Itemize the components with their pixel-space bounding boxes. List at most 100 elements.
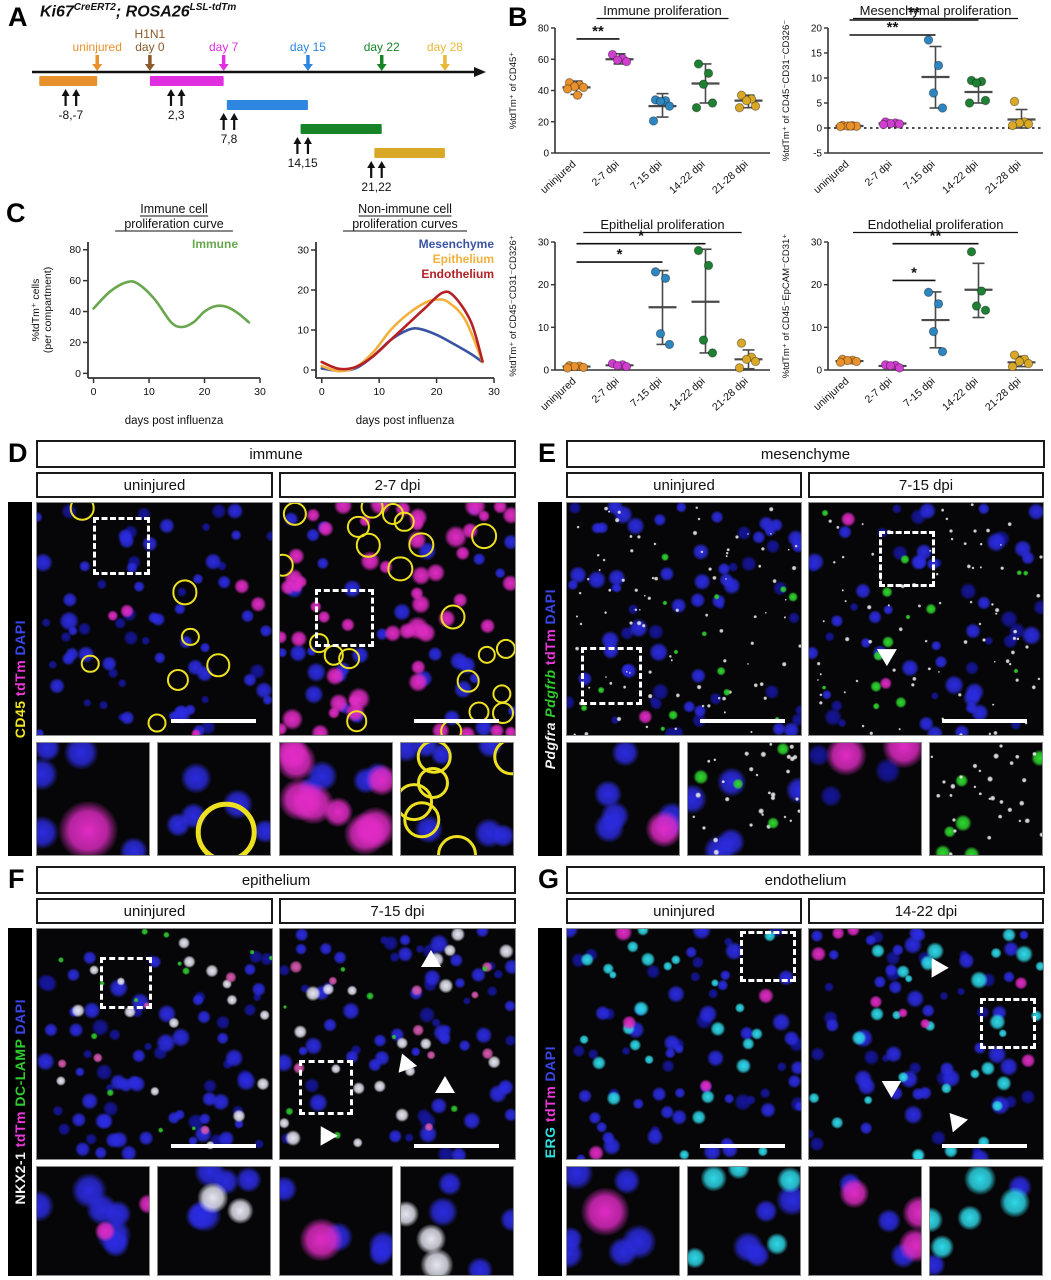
stain-label-bar: CD45 tdTm DAPI	[8, 502, 32, 856]
svg-text:-8,-7: -8,-7	[59, 108, 84, 122]
svg-text:%tdTm⁺ of CD45⁻CD31⁻CD326⁻: %tdTm⁺ of CD45⁻CD31⁻CD326⁻	[781, 20, 792, 162]
genotype-text: CreERT2	[73, 2, 116, 13]
svg-text:21-28 dpi: 21-28 dpi	[983, 375, 1024, 413]
genotype-text: ; ROSA26	[115, 3, 190, 21]
condition-header: uninjured	[36, 472, 273, 498]
svg-text:Endothelium: Endothelium	[421, 267, 494, 281]
inset-micrograph	[687, 742, 801, 856]
region-of-interest-box	[315, 588, 374, 647]
svg-text:0: 0	[816, 124, 822, 135]
svg-text:14-22 dpi: 14-22 dpi	[667, 158, 708, 196]
svg-text:10: 10	[538, 323, 550, 334]
svg-text:80: 80	[69, 244, 81, 256]
stain-label-dapi: DAPI	[542, 588, 558, 625]
panel-d-letter: D	[8, 438, 28, 468]
category-header-mesenchyme: mesenchyme	[566, 440, 1045, 468]
stain-label-dc-lamp: DC-LAMP	[12, 1034, 28, 1107]
micrograph-endothelium-injured	[808, 928, 1044, 1160]
svg-text:day 7: day 7	[209, 40, 239, 54]
svg-text:0: 0	[91, 386, 97, 398]
svg-text:uninjured: uninjured	[73, 40, 122, 54]
svg-text:20: 20	[538, 280, 550, 291]
inset-micrograph	[808, 742, 922, 856]
svg-text:uninjured: uninjured	[811, 375, 851, 413]
inset-micrograph	[279, 1166, 393, 1276]
svg-text:**: **	[887, 19, 899, 36]
condition-header: 7-15 dpi	[808, 472, 1044, 498]
svg-text:Immune cell: Immune cell	[140, 202, 207, 216]
svg-text:days post influenza: days post influenza	[356, 415, 455, 427]
svg-text:7-15 dpi: 7-15 dpi	[901, 158, 937, 192]
svg-text:*: *	[638, 228, 644, 245]
condition-header: uninjured	[566, 472, 802, 498]
svg-text:uninjured: uninjured	[811, 158, 851, 196]
experiment-timeline: uninjured H1N1 day 0 day 7 day 15 day 22 day 2…	[8, 26, 500, 196]
svg-text:15: 15	[811, 49, 823, 60]
svg-text:10: 10	[297, 325, 309, 337]
category-header-endothelium: endothelium	[566, 866, 1045, 894]
svg-text:2-7 dpi: 2-7 dpi	[590, 375, 622, 405]
scale-bar	[413, 1143, 499, 1148]
panel-f-letter: F	[8, 864, 25, 894]
endothelial-proliferation-chart: Endothelial proliferation 0 10 20 30 %tdTm⁺ o…	[778, 216, 1051, 432]
condition-header: 2-7 dpi	[279, 472, 516, 498]
inset-micrograph	[687, 1166, 801, 1276]
stain-labels: ERG tdTm DAPI	[542, 1046, 558, 1158]
inset-micrograph	[400, 742, 514, 856]
svg-text:**: **	[592, 23, 604, 40]
micrograph-immune-uninjured	[36, 502, 273, 736]
svg-text:proliferation curves: proliferation curves	[352, 217, 458, 231]
region-of-interest-box	[100, 956, 153, 1010]
svg-text:40: 40	[69, 306, 81, 318]
svg-text:Epithelium: Epithelium	[433, 252, 494, 266]
svg-text:20: 20	[538, 117, 550, 128]
condition-header: 7-15 dpi	[279, 898, 516, 924]
svg-text:day 0: day 0	[135, 40, 165, 54]
svg-text:2,3: 2,3	[168, 108, 185, 122]
scale-bar	[942, 719, 1027, 724]
immune-curve-chart: Immune cell proliferation curve 0 20 40 60 80 0…	[28, 200, 270, 430]
svg-text:%tdTm⁺ cells: %tdTm⁺ cells	[30, 279, 42, 342]
svg-text:Mesenchyme: Mesenchyme	[419, 237, 495, 251]
stain-label-bar: ERG tdTm DAPI	[538, 928, 562, 1276]
svg-text:-5: -5	[813, 149, 822, 160]
svg-text:Endothelial proliferation: Endothelial proliferation	[868, 217, 1004, 232]
genotype-text: Ki67	[40, 3, 74, 21]
svg-text:0: 0	[816, 366, 822, 377]
arrowhead-marker	[942, 1106, 968, 1132]
panel-e-letter: E	[538, 438, 557, 468]
stain-label-cd45: CD45	[12, 695, 28, 739]
svg-text:60: 60	[538, 55, 550, 66]
stain-label-nkx2-1: NKX2-1	[12, 1147, 28, 1205]
svg-text:30: 30	[488, 386, 500, 398]
stain-label-pdgfra: Pdgfra	[542, 717, 558, 770]
svg-text:30: 30	[254, 386, 266, 398]
svg-text:%tdTm⁺ of CD45⁻CD31⁻CD326⁺: %tdTm⁺ of CD45⁻CD31⁻CD326⁺	[508, 235, 519, 377]
genotype-text: LSL-tdTm	[189, 2, 237, 13]
svg-text:80: 80	[538, 24, 550, 35]
svg-text:30: 30	[538, 238, 550, 249]
svg-text:day 22: day 22	[364, 40, 400, 54]
stain-label-dapi: DAPI	[542, 1045, 558, 1082]
svg-text:7,8: 7,8	[221, 132, 238, 146]
svg-text:**: **	[930, 228, 942, 245]
mesenchymal-proliferation-chart: Mesenchymal proliferation -5 0 5 10 15 20 %tdTm…	[778, 2, 1051, 215]
svg-text:%tdTm⁺ of CD45⁻EpCAM⁻CD31⁺: %tdTm⁺ of CD45⁻EpCAM⁻CD31⁺	[781, 234, 792, 379]
svg-text:Mesenchymal proliferation: Mesenchymal proliferation	[860, 3, 1012, 18]
micrograph-immune-injured	[279, 502, 516, 736]
svg-text:*: *	[617, 246, 623, 263]
svg-text:0: 0	[543, 366, 549, 377]
region-of-interest-box	[93, 516, 150, 575]
condition-header: uninjured	[566, 898, 802, 924]
stain-label-erg: ERG	[542, 1121, 558, 1159]
svg-text:10: 10	[811, 323, 823, 334]
stain-labels: NKX2-1 tdTm DC-LAMP DAPI	[12, 999, 28, 1204]
svg-text:14-22 dpi: 14-22 dpi	[667, 375, 708, 413]
stain-label-tdtm: tdTm	[542, 1081, 558, 1122]
svg-text:uninjured: uninjured	[538, 158, 578, 196]
inset-micrograph	[36, 742, 150, 856]
